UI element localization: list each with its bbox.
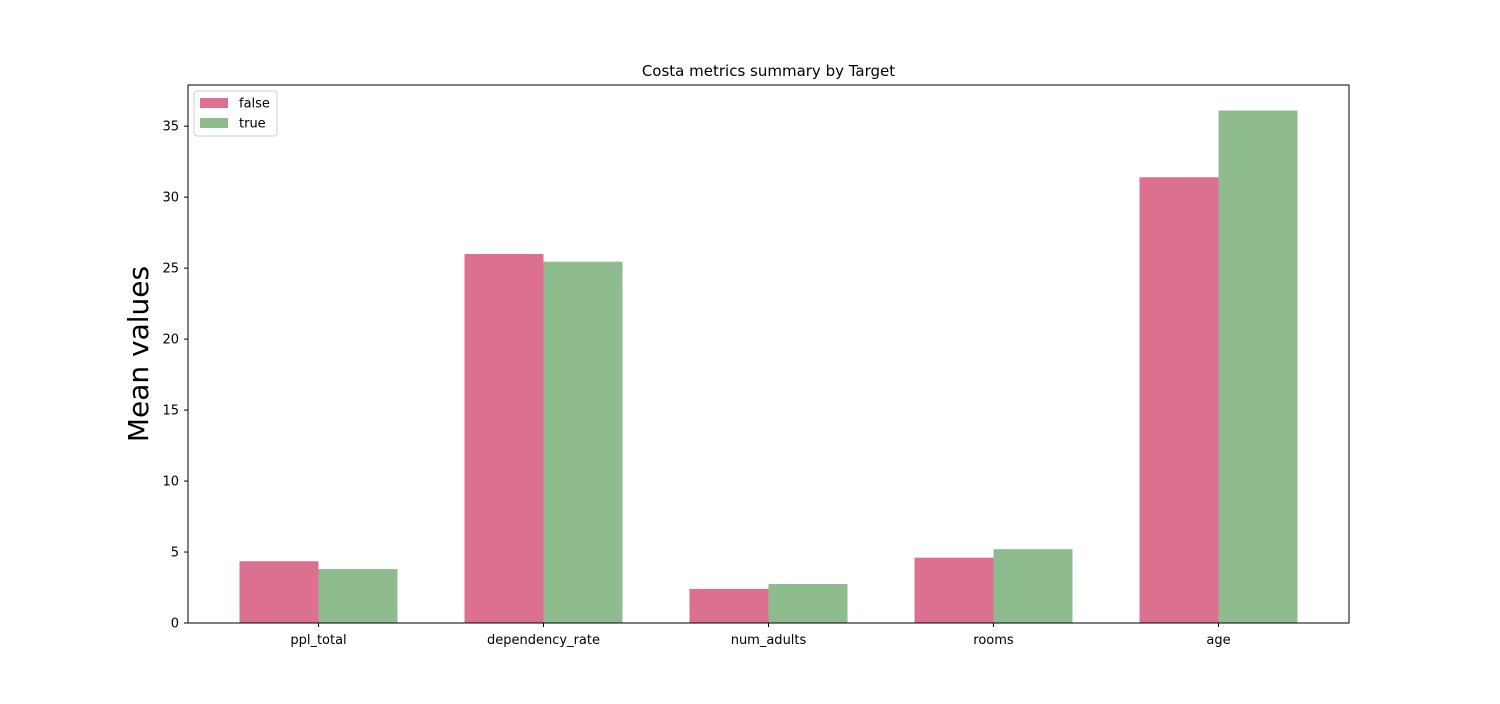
chart-title: Costa metrics summary by Target	[642, 62, 895, 80]
bar-false-ppl_total	[239, 561, 319, 623]
legend-swatch-true	[200, 118, 228, 128]
bar-true-ppl_total	[318, 569, 398, 623]
y-axis: 0 5 10 15 20 25 30 35	[162, 120, 188, 632]
y-tick-label: 15	[162, 404, 179, 419]
x-tick-label: rooms	[973, 633, 1014, 648]
bar-true-rooms	[993, 549, 1073, 623]
y-tick-label: 25	[162, 262, 179, 277]
x-tick-label: ppl_total	[290, 633, 346, 648]
legend-label-false: false	[239, 97, 270, 112]
bar-true-age	[1218, 110, 1298, 623]
legend-label-true: true	[239, 117, 266, 132]
legend-swatch-false	[200, 98, 228, 108]
x-tick-label: age	[1206, 633, 1230, 648]
bar-false-dependency_rate	[464, 253, 544, 624]
y-tick-label: 30	[162, 191, 179, 206]
y-tick-label: 10	[162, 475, 179, 490]
legend: false true	[193, 90, 278, 137]
y-tick-label: 35	[162, 120, 179, 135]
bar-false-num_adults	[689, 588, 769, 623]
bar-true-num_adults	[768, 583, 848, 623]
x-tick-label: dependency_rate	[487, 633, 600, 648]
y-axis-label: Mean values	[122, 266, 155, 442]
bar-false-age	[1139, 177, 1219, 623]
bars-layer	[239, 110, 1298, 624]
x-axis: ppl_total dependency_rate num_adults rooms a…	[290, 623, 1231, 648]
y-tick-label: 0	[171, 617, 179, 632]
y-tick-label: 20	[162, 333, 179, 348]
plot-frame	[187, 84, 1350, 624]
x-tick-label: num_adults	[731, 633, 807, 648]
bar-false-rooms	[914, 557, 994, 623]
bar-true-dependency_rate	[543, 261, 623, 623]
y-tick-label: 5	[171, 546, 179, 561]
